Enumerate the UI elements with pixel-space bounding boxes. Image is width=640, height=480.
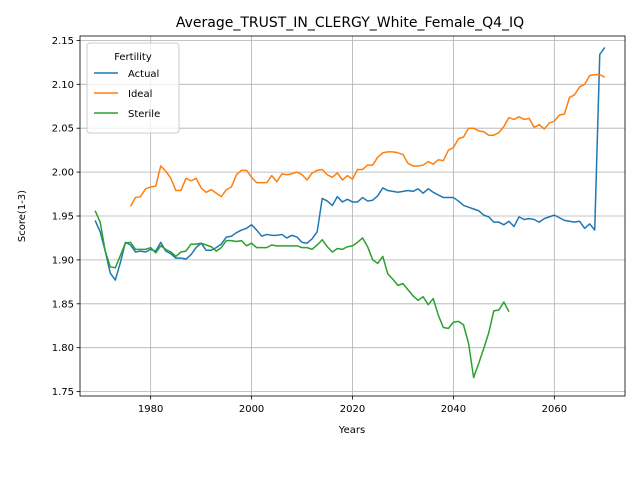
series-line-actual [94, 46, 606, 281]
y-tick-label: 2.05 [52, 124, 74, 135]
x-tick-label: 2060 [542, 404, 567, 415]
series-line-ideal [129, 73, 606, 207]
legend: Fertility Actual Ideal Sterile [86, 42, 180, 134]
y-tick-label: 2.10 [52, 80, 74, 91]
y-tick-label: 1.95 [52, 212, 74, 223]
y-axis-label: Score(1-3) [17, 190, 28, 242]
y-tick-label: 2.00 [52, 168, 74, 179]
y-tick-label: 1.80 [52, 343, 74, 354]
series-lines [94, 46, 606, 379]
x-axis: 1980 2000 2020 2040 2060 [138, 396, 567, 415]
legend-label-actual: Actual [128, 69, 159, 80]
x-tick-label: 2000 [239, 404, 264, 415]
y-axis: 1.75 1.80 1.85 1.90 1.95 2.00 2.05 2.10 2.15 [52, 36, 80, 398]
x-tick-label: 1980 [138, 404, 163, 415]
legend-label-ideal: Ideal [128, 89, 152, 100]
y-tick-label: 1.90 [52, 255, 74, 266]
series-line-sterile [94, 210, 510, 379]
grid [80, 36, 625, 396]
legend-title: Fertility [114, 52, 152, 63]
legend-box [86, 42, 180, 134]
chart-title: Average_TRUST_IN_CLERGY_White_Female_Q4_… [176, 15, 524, 31]
x-tick-label: 2020 [340, 404, 365, 415]
y-tick-label: 2.15 [52, 36, 74, 47]
x-tick-label: 2040 [441, 404, 466, 415]
legend-label-sterile: Sterile [128, 109, 160, 120]
y-tick-label: 1.75 [52, 387, 74, 398]
x-axis-label: Years [338, 425, 365, 436]
y-tick-label: 1.85 [52, 299, 74, 310]
